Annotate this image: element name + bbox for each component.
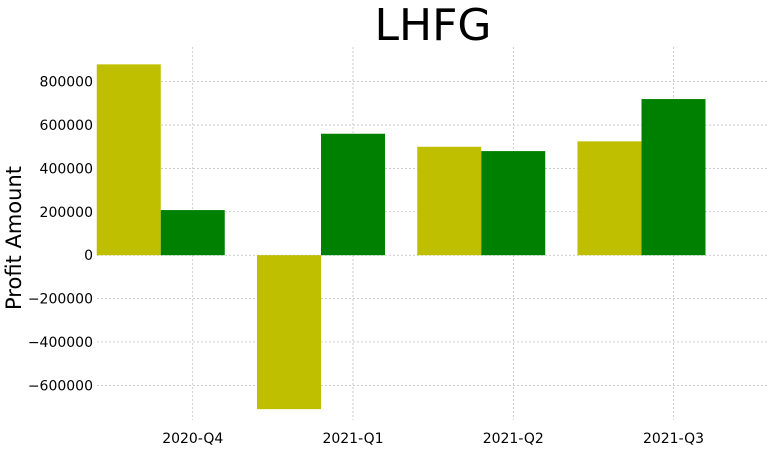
y-tick-labels: −600000 −400000 −200000 0 200000 400000 600000…: [28, 75, 93, 395]
y-tick-label: 600000: [40, 118, 93, 134]
x-tick-label: 2021-Q3: [643, 431, 704, 447]
y-tick-label: 800000: [40, 75, 93, 91]
bar-series-2-2021-Q1: [321, 133, 385, 256]
bars: [96, 64, 706, 410]
y-tick-label: −400000: [28, 335, 93, 351]
x-tick-labels: 2020-Q4 2021-Q1 2021-Q2 2021-Q3: [162, 431, 704, 447]
bar-series-2-2020-Q4: [160, 210, 225, 256]
chart-title: LHFG: [374, 0, 491, 51]
y-tick-label: 0: [84, 248, 93, 264]
y-axis-label: Profit Amount: [2, 166, 26, 310]
y-tick-label: −200000: [28, 292, 93, 308]
bar-series-1-2021-Q3: [577, 141, 642, 256]
x-tick-label: 2020-Q4: [162, 431, 223, 447]
bar-series-2-2021-Q3: [641, 99, 706, 256]
bar-series-1-2021-Q1: [257, 255, 321, 410]
y-tick-label: −600000: [28, 378, 93, 394]
y-tick-label: 400000: [40, 161, 93, 177]
x-tick-label: 2021-Q1: [322, 431, 383, 447]
bar-series-2-2021-Q2: [481, 151, 546, 256]
bar-series-1-2021-Q2: [417, 146, 482, 256]
bar-series-1-2020-Q4: [96, 64, 161, 256]
y-tick-label: 200000: [40, 205, 93, 221]
x-tick-label: 2021-Q2: [483, 431, 544, 447]
